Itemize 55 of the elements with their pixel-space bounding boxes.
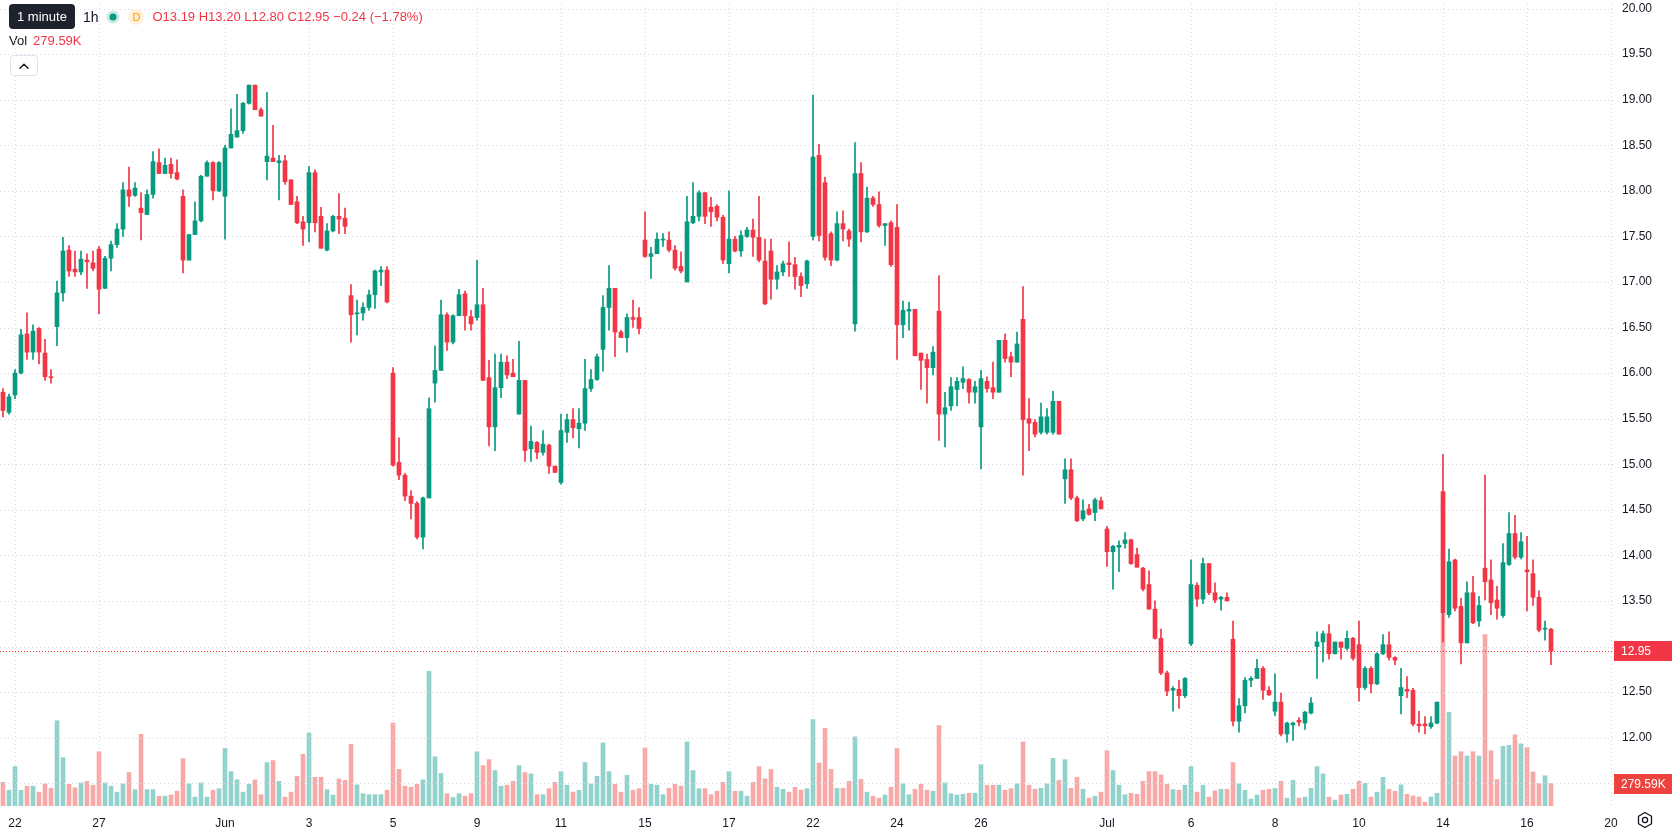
candlestick [1026,398,1032,451]
candlestick [990,361,996,399]
candlestick [960,366,966,389]
chart-title: 1h [82,8,99,25]
x-tick-label: 16 [1520,815,1534,830]
candlestick [1170,686,1176,712]
y-tick-label: 13.50 [1622,593,1653,608]
candlestick [48,369,54,384]
candlestick [786,241,792,277]
y-tick-label: 14.50 [1622,502,1653,517]
x-tick-label: 5 [389,815,397,830]
y-tick-label: 17.00 [1622,274,1653,289]
y-tick-label: 16.50 [1622,319,1653,334]
y-tick-label: 20.00 [1622,0,1653,15]
x-tick-label: 22 [806,815,820,830]
x-tick-label: 10 [1352,815,1366,830]
x-tick-label: 26 [974,815,988,830]
chart-subtitle: O13.19 H13.20 L12.80 C12.95 −0.24 (−1.78%) [152,9,423,24]
x-tick-label: 8 [1271,815,1279,830]
y-tick-label: 18.00 [1622,183,1653,198]
y-tick-label: 17.50 [1622,228,1653,243]
annotation: Vol [9,32,28,48]
x-tick-label: 24 [890,815,904,830]
annotation: D [128,8,145,25]
candlestick [630,299,636,328]
x-tick-label: 27 [92,815,106,830]
annotation: 279.59K [33,32,82,48]
x-tick-label: 14 [1436,815,1450,830]
x-tick-label: 15 [638,815,652,830]
y-tick-label: 19.50 [1622,46,1653,61]
y-tick-label: 16.00 [1622,365,1653,380]
y-tick-label: 15.00 [1622,456,1653,471]
candlestick [1542,620,1548,641]
x-tick-label: 11 [554,815,568,830]
y-tick-label: 14.00 [1622,547,1653,562]
annotation: 1 minute [9,4,75,29]
candlestick [276,154,282,201]
candlestick [882,223,888,246]
x-tick-label: 17 [722,815,736,830]
y-tick-label: 19.00 [1622,92,1653,107]
x-tick-label: 3 [305,815,313,830]
x-tick-label: 22 [8,815,22,830]
x-tick-label: 20 [1604,815,1618,830]
y-tick-label: 15.50 [1622,410,1653,425]
y-tick-label: 12.50 [1622,684,1653,699]
x-tick-label: Jul [1099,815,1115,830]
x-tick-label: 6 [1187,815,1195,830]
x-tick-label: 9 [473,815,481,830]
x-tick-label: Jun [215,815,235,830]
text: 279.59K [1621,776,1666,791]
candlestick [1116,540,1122,573]
y-tick-label: 18.50 [1622,137,1653,152]
y-tick-label: 12.00 [1622,729,1653,744]
candlestick [648,247,654,279]
ref-line-label: 12.95 [1621,643,1652,658]
